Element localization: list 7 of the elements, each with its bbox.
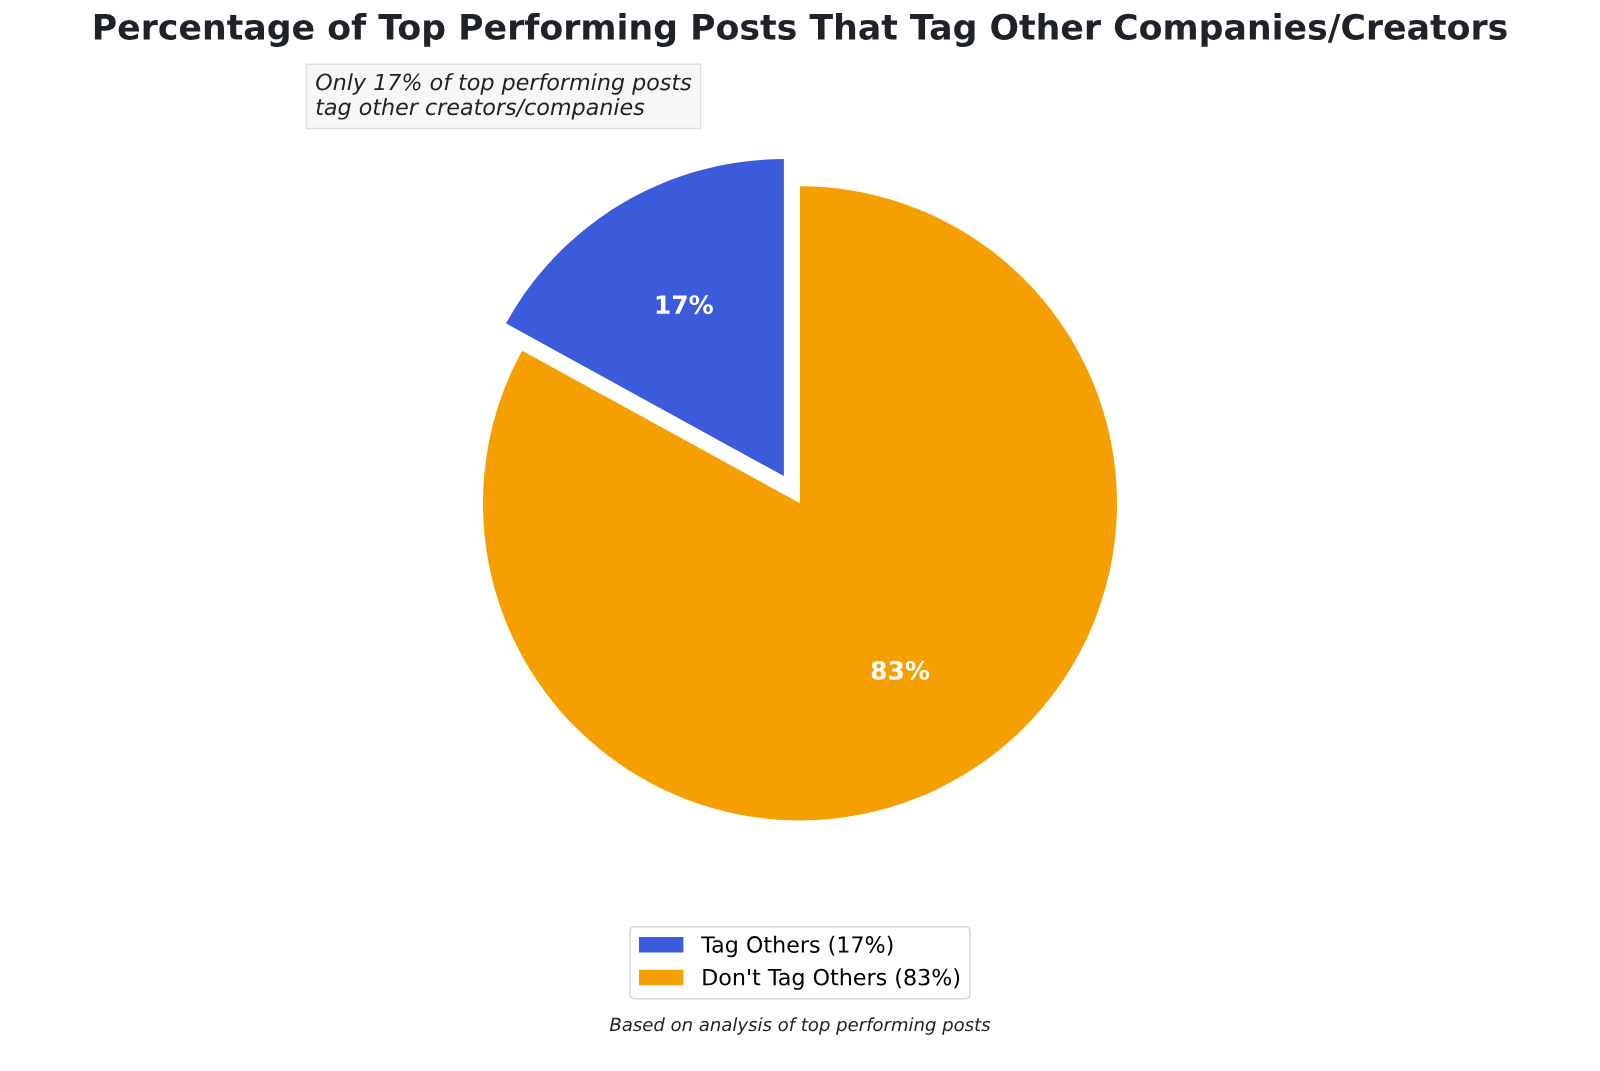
legend-label: Don't Tag Others (83%) [703,968,960,990]
chart-title: Percentage of Top Performing Posts That Tag Other Companies/Creators [94,13,1507,47]
data-label: 17% [656,295,713,315]
text: Only 17% of top performing posts tag other creators/companies [316,73,692,120]
text: Based on analysis of top performing posts [609,1017,991,1035]
data-label: 83% [871,660,930,680]
legend-label: Tag Others (17%) [701,935,893,958]
